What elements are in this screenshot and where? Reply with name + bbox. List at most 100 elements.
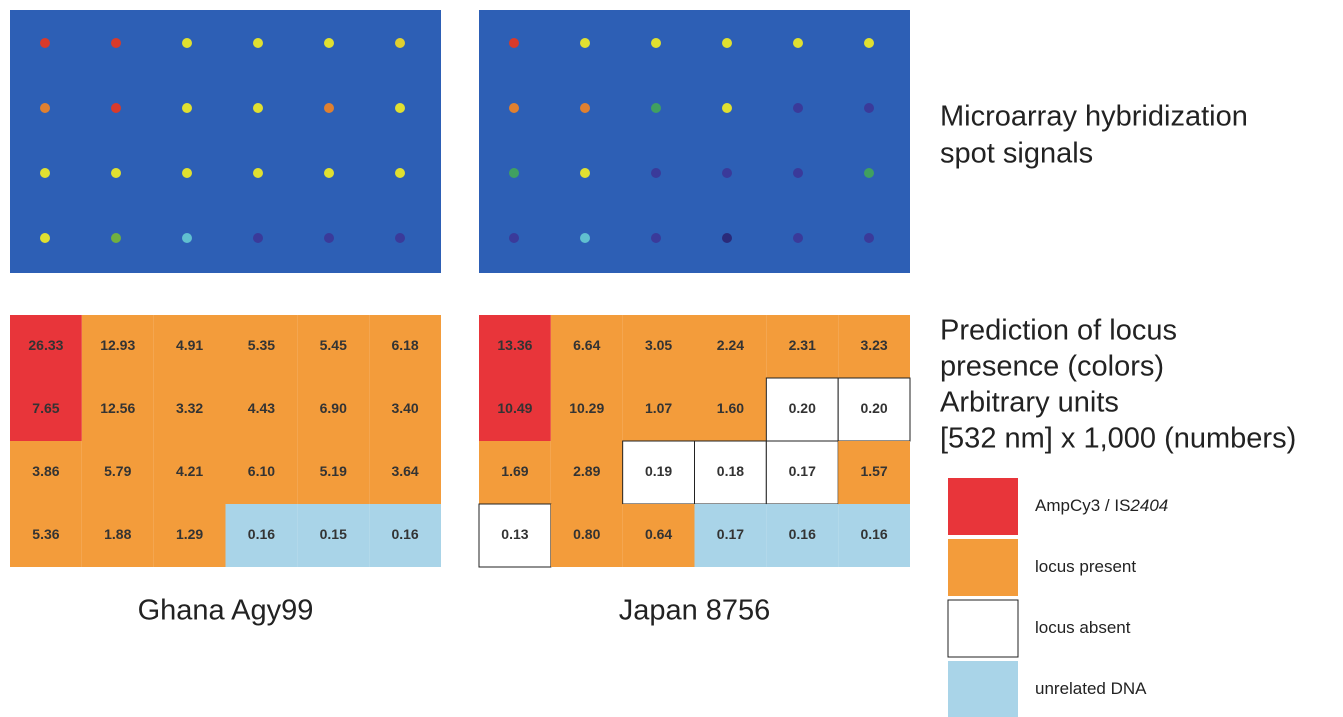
spot-caption: Microarray hybridization bbox=[940, 101, 1248, 133]
legend-label-part: locus present bbox=[1035, 557, 1136, 576]
spot bbox=[253, 103, 263, 113]
cell-value: 6.10 bbox=[248, 463, 275, 479]
prediction-caption: Arbitrary units bbox=[940, 387, 1119, 419]
spot bbox=[182, 103, 192, 113]
spot bbox=[111, 103, 121, 113]
spot bbox=[651, 38, 661, 48]
cell-value: 2.31 bbox=[789, 337, 816, 353]
cell-value: 3.40 bbox=[391, 400, 418, 416]
spot bbox=[580, 168, 590, 178]
legend-label: AmpCy3 / IS2404 bbox=[1035, 496, 1168, 515]
cell-value: 0.16 bbox=[391, 526, 418, 542]
spot bbox=[324, 103, 334, 113]
prediction-caption: [532 nm] x 1,000 (numbers) bbox=[940, 423, 1296, 455]
spot bbox=[509, 233, 519, 243]
cell-value: 3.86 bbox=[32, 463, 59, 479]
spot bbox=[182, 168, 192, 178]
spot bbox=[395, 233, 405, 243]
cell-value: 0.17 bbox=[717, 526, 744, 542]
cell-value: 5.79 bbox=[104, 463, 131, 479]
spot bbox=[253, 168, 263, 178]
spot bbox=[722, 168, 732, 178]
spot bbox=[182, 233, 192, 243]
cell-value: 12.56 bbox=[100, 400, 135, 416]
cell-value: 3.05 bbox=[645, 337, 672, 353]
spot bbox=[182, 38, 192, 48]
cell-value: 2.89 bbox=[573, 463, 600, 479]
cell-value: 0.17 bbox=[789, 463, 816, 479]
cell-value: 1.07 bbox=[645, 400, 672, 416]
microarray-image bbox=[479, 10, 910, 273]
spot bbox=[324, 38, 334, 48]
figure: 26.3312.934.915.355.456.187.6512.563.324… bbox=[0, 0, 1343, 717]
spot bbox=[580, 233, 590, 243]
cell-value: 0.18 bbox=[717, 463, 744, 479]
spot bbox=[40, 168, 50, 178]
spot bbox=[793, 38, 803, 48]
spot bbox=[111, 38, 121, 48]
cell-value: 3.23 bbox=[860, 337, 887, 353]
legend-label-part: locus absent bbox=[1035, 618, 1131, 637]
spot bbox=[395, 38, 405, 48]
spot bbox=[722, 103, 732, 113]
panel-name: Ghana Agy99 bbox=[138, 595, 314, 627]
spot bbox=[864, 233, 874, 243]
cell-value: 1.88 bbox=[104, 526, 131, 542]
legend-label-part: AmpCy3 / IS bbox=[1035, 496, 1130, 515]
cell-value: 0.13 bbox=[501, 526, 528, 542]
cell-value: 5.45 bbox=[320, 337, 347, 353]
cell-value: 5.35 bbox=[248, 337, 275, 353]
prediction-caption: presence (colors) bbox=[940, 351, 1164, 383]
legend-swatch bbox=[948, 539, 1018, 596]
cell-value: 5.19 bbox=[320, 463, 347, 479]
legend-swatch bbox=[948, 478, 1018, 535]
legend-label: locus absent bbox=[1035, 618, 1131, 637]
legend-label-part: 2404 bbox=[1129, 496, 1168, 515]
spot bbox=[651, 168, 661, 178]
cell-value: 2.24 bbox=[717, 337, 744, 353]
cell-value: 3.32 bbox=[176, 400, 203, 416]
spot-caption: spot signals bbox=[940, 138, 1093, 170]
cell-value: 10.29 bbox=[569, 400, 604, 416]
cell-value: 4.43 bbox=[248, 400, 275, 416]
spot bbox=[580, 38, 590, 48]
cell-value: 0.16 bbox=[248, 526, 275, 542]
spot bbox=[395, 168, 405, 178]
spot bbox=[40, 38, 50, 48]
legend-label: unrelated DNA bbox=[1035, 679, 1147, 698]
spot bbox=[864, 38, 874, 48]
cell-value: 0.16 bbox=[789, 526, 816, 542]
spot bbox=[111, 168, 121, 178]
spot bbox=[324, 233, 334, 243]
cell-value: 0.19 bbox=[645, 463, 672, 479]
panel-name: Japan 8756 bbox=[619, 595, 771, 627]
prediction-caption: Prediction of locus bbox=[940, 315, 1177, 347]
spot bbox=[793, 168, 803, 178]
cell-value: 4.21 bbox=[176, 463, 203, 479]
cell-value: 1.57 bbox=[860, 463, 887, 479]
spot bbox=[580, 103, 590, 113]
microarray-image bbox=[10, 10, 441, 273]
spot bbox=[253, 233, 263, 243]
cell-value: 6.18 bbox=[391, 337, 418, 353]
spot bbox=[111, 233, 121, 243]
legend-label: locus present bbox=[1035, 557, 1136, 576]
cell-value: 0.20 bbox=[789, 400, 816, 416]
cell-value: 6.64 bbox=[573, 337, 600, 353]
legend-swatch bbox=[948, 600, 1018, 657]
legend-swatch bbox=[948, 661, 1018, 717]
cell-value: 0.80 bbox=[573, 526, 600, 542]
spot bbox=[651, 103, 661, 113]
cell-value: 7.65 bbox=[32, 400, 59, 416]
spot bbox=[40, 103, 50, 113]
cell-value: 0.20 bbox=[860, 400, 887, 416]
spot bbox=[509, 38, 519, 48]
spot bbox=[651, 233, 661, 243]
spot bbox=[40, 233, 50, 243]
cell-value: 0.15 bbox=[320, 526, 347, 542]
cell-value: 12.93 bbox=[100, 337, 135, 353]
spot bbox=[395, 103, 405, 113]
cell-value: 6.90 bbox=[320, 400, 347, 416]
spot bbox=[864, 103, 874, 113]
spot bbox=[509, 168, 519, 178]
